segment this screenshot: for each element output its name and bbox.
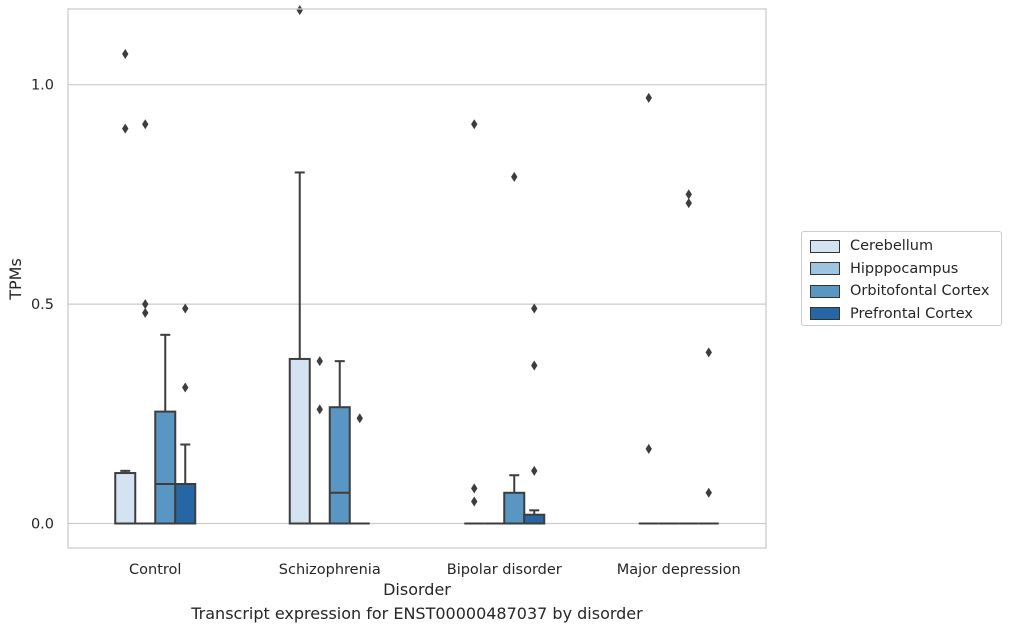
legend-swatch	[810, 262, 840, 276]
legend-item: Orbitofontal Cortex	[810, 280, 993, 303]
outlier-point	[142, 119, 149, 130]
y-tick-label: 1.0	[31, 78, 54, 94]
outlier-point	[296, 5, 303, 16]
outlier-point	[705, 347, 712, 358]
box	[523, 513, 546, 525]
box-cerebellum	[114, 48, 137, 525]
x-tick-label: Major depression	[617, 562, 741, 578]
y-axis-label: TPMs	[6, 258, 25, 301]
box	[328, 406, 351, 525]
chart-title: Transcript expression for ENST0000048703…	[191, 604, 643, 623]
x-tick-label: Bipolar disorder	[447, 562, 562, 578]
box-prefrontal-cortex	[523, 303, 546, 525]
y-tick-labels: 0.00.51.01.52.0	[31, 78, 54, 533]
outlier-point	[316, 404, 323, 415]
outlier-point	[356, 413, 363, 424]
outlier-point	[511, 171, 518, 182]
legend-swatch	[810, 284, 840, 298]
box	[503, 491, 526, 525]
box-hipppocampus	[309, 356, 330, 525]
box-prefrontal-cortex	[174, 303, 197, 525]
outlier-point	[182, 303, 189, 314]
outlier-point	[182, 382, 189, 393]
outlier-point	[531, 303, 538, 314]
outlier-point	[685, 198, 692, 209]
outlier-point	[471, 496, 478, 507]
box-groups	[114, 5, 719, 525]
legend-label: Prefrontal Cortex	[850, 305, 973, 322]
box-hipppocampus	[484, 522, 505, 525]
y-tick-label: 0.5	[31, 297, 54, 313]
box-prefrontal-cortex	[698, 347, 719, 525]
box-cerebellum	[288, 5, 311, 525]
box-cerebellum	[638, 92, 659, 525]
outlier-point	[122, 123, 129, 134]
box-orbitofontal-cortex	[503, 171, 526, 525]
box	[174, 483, 197, 525]
legend-label: Orbitofontal Cortex	[850, 283, 990, 300]
outlier-point	[685, 189, 692, 200]
box	[114, 472, 137, 525]
legend-label: Hipppocampus	[850, 260, 959, 277]
x-axis-label: Disorder	[383, 580, 451, 599]
outlier-point	[645, 92, 652, 103]
y-tick-label: 0.0	[31, 517, 54, 533]
box-prefrontal-cortex	[349, 413, 370, 525]
outlier-point	[471, 119, 478, 130]
box-cerebellum	[464, 119, 485, 525]
outlier-point	[531, 360, 538, 371]
legend-swatch	[810, 307, 840, 321]
outlier-point	[142, 307, 149, 318]
outlier-point	[531, 465, 538, 476]
outlier-point	[316, 356, 323, 367]
outlier-point	[645, 443, 652, 454]
box-orbitofontal-cortex	[678, 189, 699, 525]
legend-item: Prefrontal Cortex	[810, 303, 993, 326]
box	[154, 410, 177, 525]
x-tick-label: Control	[129, 562, 181, 578]
box-hipppocampus	[135, 119, 156, 525]
plot-frame	[67, 8, 767, 549]
x-tick-labels: Control Schizophrenia Bipolar disorder Majo…	[129, 562, 741, 578]
outlier-point	[142, 299, 149, 310]
outlier-point	[471, 483, 478, 494]
legend-item: Hipppocampus	[810, 258, 993, 281]
outlier-point	[705, 487, 712, 498]
box-orbitofontal-cortex	[154, 333, 177, 525]
legend: Cerebellum Hipppocampus Orbitofontal Corte…	[801, 231, 1002, 326]
x-tick-label: Schizophrenia	[279, 562, 381, 578]
legend-label: Cerebellum	[850, 238, 934, 255]
legend-swatch	[810, 239, 840, 253]
legend-item: Cerebellum	[810, 235, 993, 258]
outlier-point	[122, 48, 129, 59]
box	[288, 357, 311, 525]
box-orbitofontal-cortex	[328, 360, 351, 525]
